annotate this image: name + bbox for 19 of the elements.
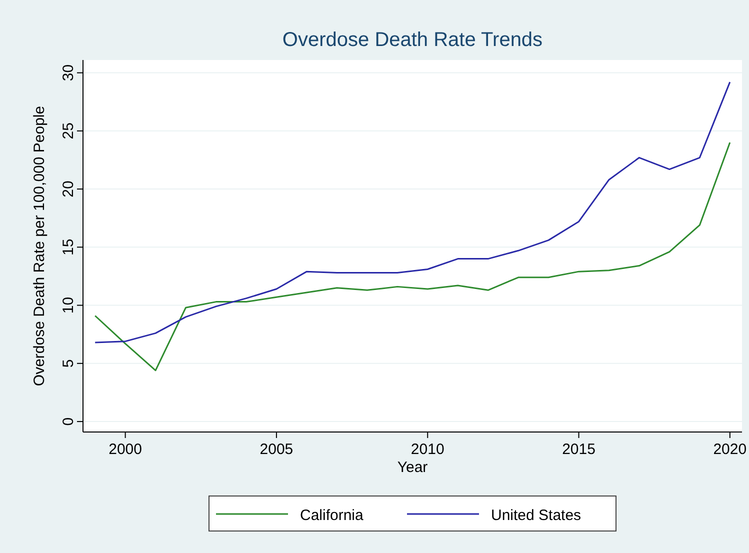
x-tick-label: 2000 — [108, 441, 142, 458]
y-tick-label: 25 — [60, 122, 77, 140]
chart-title: Overdose Death Rate Trends — [282, 29, 543, 51]
y-tick-label: 0 — [60, 417, 77, 426]
line-series — [94, 81, 731, 344]
x-tick-label: 2005 — [260, 441, 294, 458]
y-tick-label: 15 — [60, 238, 77, 256]
legend-label: California — [300, 507, 364, 524]
y-tick-label: 30 — [60, 64, 77, 82]
x-axis-title: Year — [397, 459, 428, 476]
line-series — [94, 142, 731, 372]
y-tick-label: 10 — [60, 296, 77, 314]
y-tick-label: 5 — [60, 359, 77, 368]
x-tick-label: 2015 — [562, 441, 596, 458]
y-axis-title: Overdose Death Rate per 100,000 People — [31, 106, 48, 386]
legend-label: United States — [491, 507, 582, 524]
x-tick-label: 2010 — [410, 441, 444, 458]
y-tick-label: 20 — [60, 180, 77, 198]
x-tick-label: 2020 — [713, 441, 747, 458]
